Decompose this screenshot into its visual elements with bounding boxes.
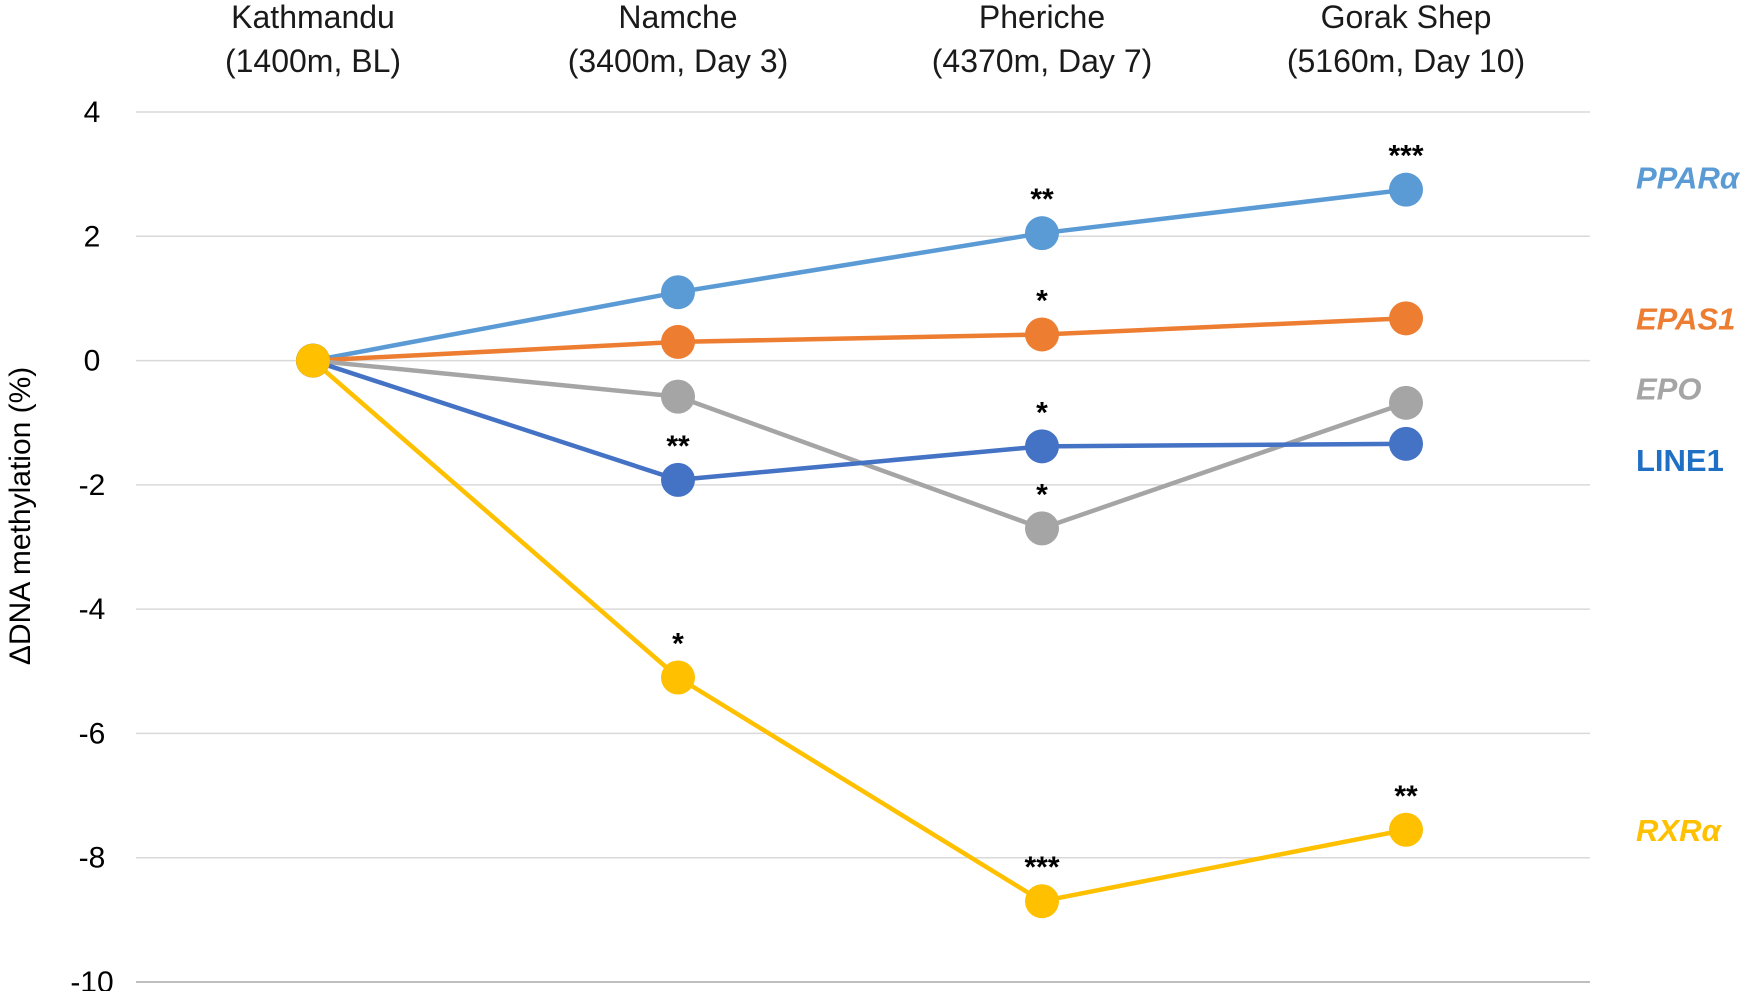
x-category-label: Pheriche (4370m, Day 7) [932, 0, 1153, 79]
gridlines [136, 111, 1590, 983]
data-point-line1 [1389, 426, 1423, 461]
significance-label: ** [1394, 780, 1418, 813]
data-point-epas1 [661, 324, 695, 359]
series-points [296, 172, 1423, 919]
significance-label: * [1036, 396, 1048, 429]
data-point-ppara [661, 275, 695, 310]
series-line-epas1 [312, 316, 1407, 363]
series-label-line1: LINE1 [1636, 443, 1724, 478]
significance-label: * [1036, 284, 1048, 317]
data-point-epo [1389, 385, 1423, 420]
significance-labels: **************** [666, 140, 1424, 885]
significance-label: * [1036, 478, 1048, 511]
series-labels: PPARα EPAS1 EPO LINE1 RXRα [1636, 160, 1741, 848]
series-label-epo: EPO [1636, 372, 1701, 407]
data-point-line1 [1025, 429, 1059, 464]
series-label-rxra: RXRα [1636, 813, 1722, 848]
significance-label: ** [1030, 183, 1054, 216]
data-point-epo [1025, 511, 1059, 546]
data-point-rxra [661, 660, 695, 695]
significance-label: ** [666, 430, 690, 463]
series-line-ppara [312, 187, 1407, 363]
y-tick-label: -4 [79, 593, 106, 626]
series-lines [311, 187, 1407, 904]
significance-label: *** [1024, 851, 1059, 884]
significance-label: * [672, 628, 684, 661]
data-point-epas1 [1025, 317, 1059, 352]
series-label-epas1: EPAS1 [1636, 301, 1735, 336]
data-point-epas1 [1389, 301, 1423, 336]
data-point-rxra [1025, 884, 1059, 919]
data-point-ppara [1025, 216, 1059, 251]
series-line-rxra [311, 358, 1407, 904]
y-axis-ticks: 4 2 0 -2 -4 -6 -8 -10 [70, 96, 113, 991]
data-point-rxra [296, 343, 330, 378]
y-tick-label: -6 [79, 717, 106, 750]
data-point-line1 [661, 462, 695, 497]
x-category-label: Gorak Shep (5160m, Day 10) [1287, 0, 1525, 79]
y-tick-label: 2 [84, 220, 101, 253]
data-point-epo [661, 379, 695, 414]
y-tick-label: -10 [70, 966, 113, 991]
y-tick-label: -2 [79, 469, 106, 502]
data-point-rxra [1389, 812, 1423, 847]
y-tick-label: 4 [84, 96, 101, 129]
series-line-line1 [312, 358, 1407, 483]
y-axis-title: ΔDNA methylation (%) [4, 367, 37, 665]
y-tick-label: 0 [84, 345, 101, 378]
y-tick-label: -8 [79, 842, 106, 875]
significance-label: *** [1388, 140, 1423, 173]
x-axis-categories: Kathmandu (1400m, BL) Namche (3400m, Day 3)… [225, 0, 1525, 79]
series-label-ppara: PPARα [1636, 160, 1741, 195]
x-category-label: Kathmandu (1400m, BL) [225, 0, 401, 79]
data-point-ppara [1389, 172, 1423, 207]
x-category-label: Namche (3400m, Day 3) [568, 0, 789, 79]
